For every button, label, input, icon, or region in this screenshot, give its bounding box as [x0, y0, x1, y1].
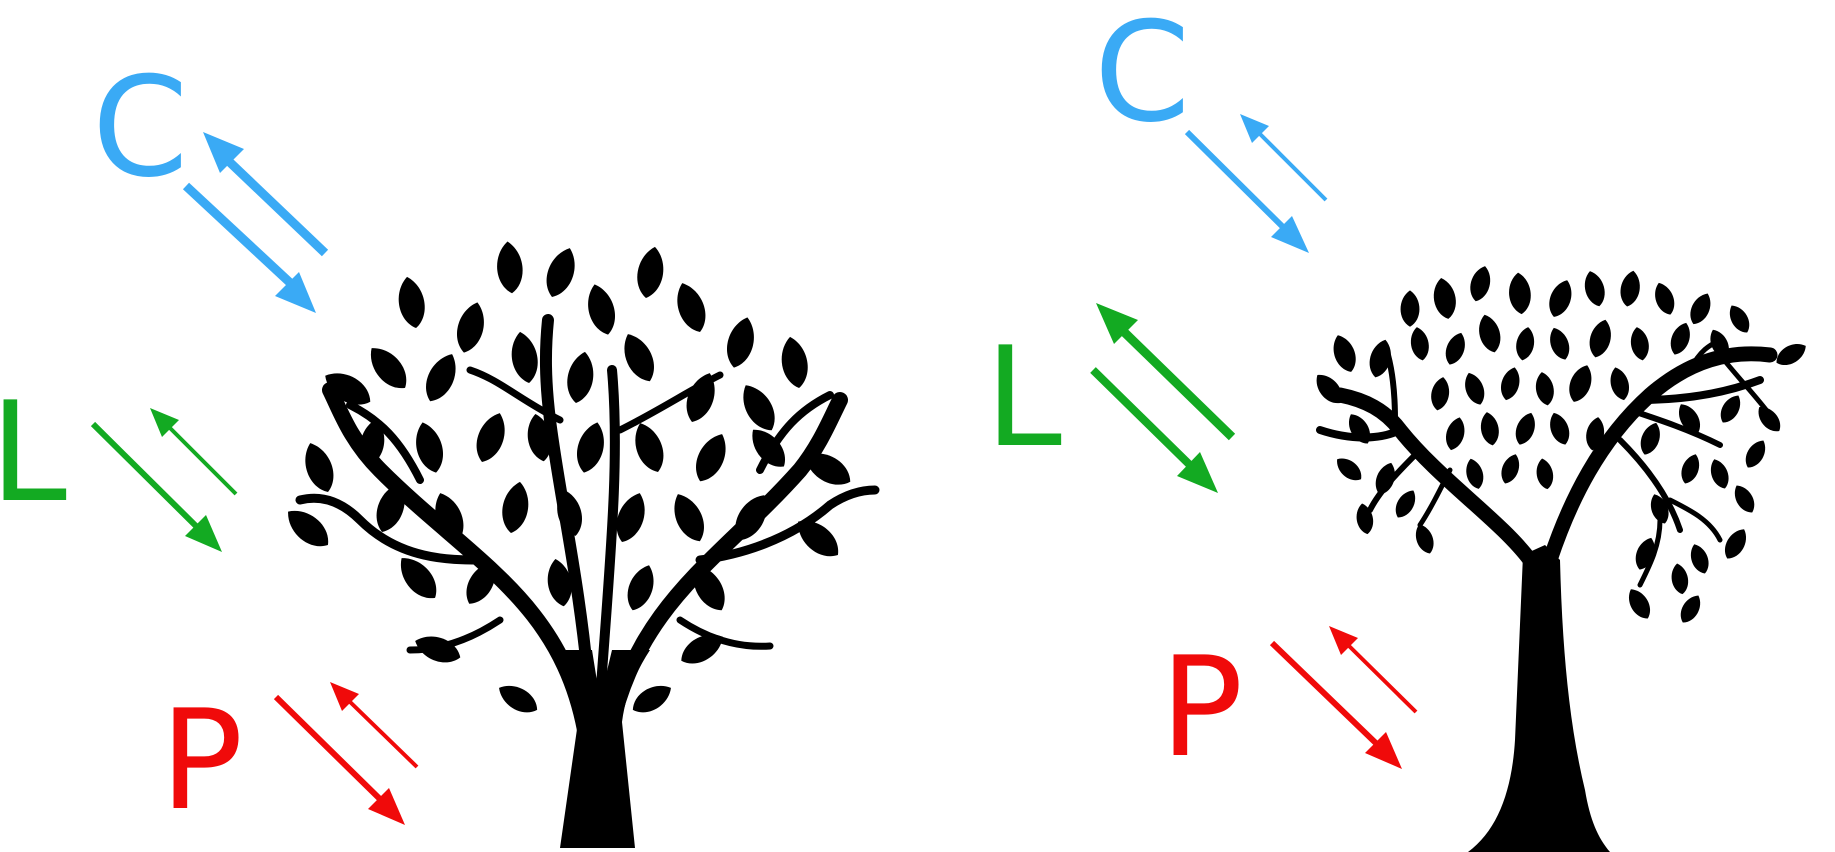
c-exchange-arrows — [182, 132, 329, 313]
l-arrow-out-icon — [1096, 303, 1236, 441]
label-p: P — [1160, 627, 1243, 788]
c-arrow-out-icon — [1240, 114, 1328, 202]
p-arrow-in-icon — [1269, 640, 1402, 769]
label-l: L — [0, 372, 67, 533]
p-arrow-out-icon — [1329, 626, 1418, 714]
right-panel: C L P — [985, 0, 1811, 852]
l-arrow-out-icon — [150, 408, 238, 496]
p-arrow-out-icon — [330, 682, 419, 769]
label-c: C — [1094, 0, 1190, 153]
left-panel: C L P — [0, 47, 880, 848]
label-p: P — [160, 680, 243, 841]
p-arrow-in-icon — [273, 694, 405, 825]
p-exchange-arrows — [1269, 626, 1418, 769]
l-arrow-in-icon — [1090, 367, 1218, 493]
bushy-tree-silhouette-icon — [279, 240, 880, 848]
l-arrow-in-icon — [90, 421, 222, 552]
l-exchange-arrows — [90, 408, 238, 552]
label-l: L — [985, 317, 1062, 478]
c-exchange-arrows — [1184, 114, 1328, 253]
c-arrow-out-icon — [203, 132, 329, 257]
c-arrow-in-icon — [182, 182, 316, 313]
tall-tree-silhouette-icon — [1310, 263, 1811, 852]
c-arrow-in-icon — [1184, 129, 1309, 253]
l-exchange-arrows — [1090, 303, 1236, 493]
label-c: C — [92, 47, 188, 208]
p-exchange-arrows — [273, 682, 419, 825]
